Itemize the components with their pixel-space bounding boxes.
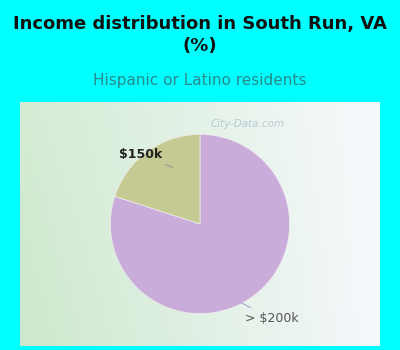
Text: City-Data.com: City-Data.com	[211, 119, 285, 129]
Text: Income distribution in South Run, VA
(%): Income distribution in South Run, VA (%)	[13, 15, 387, 55]
Text: Hispanic or Latino residents: Hispanic or Latino residents	[93, 73, 307, 88]
Wedge shape	[110, 134, 290, 314]
Text: > $200k: > $200k	[238, 301, 298, 324]
Text: $150k: $150k	[119, 148, 172, 167]
Wedge shape	[115, 134, 200, 224]
